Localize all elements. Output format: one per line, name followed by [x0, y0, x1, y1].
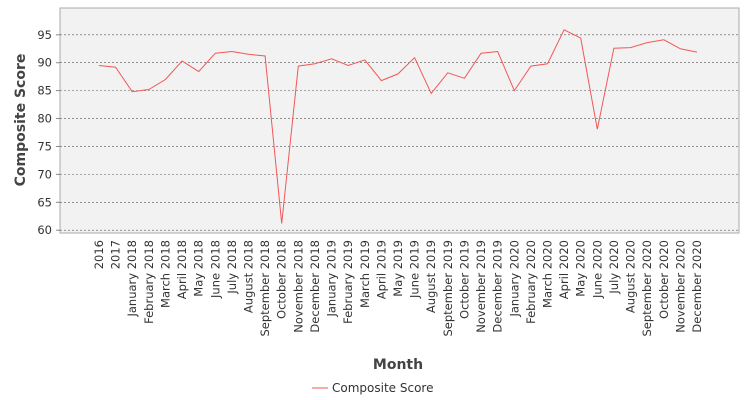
- x-tick-label: August 2020: [624, 240, 638, 313]
- x-tick-label: January 2018: [125, 240, 139, 318]
- x-tick-label: October 2018: [275, 240, 289, 319]
- x-tick-label: December 2018: [308, 240, 322, 333]
- x-tick-label: August 2019: [424, 240, 438, 313]
- y-tick-label: 75: [37, 139, 52, 153]
- x-tick-label: March 2018: [158, 240, 172, 308]
- x-tick-label: April 2018: [175, 240, 189, 299]
- x-tick-label: December 2019: [491, 240, 505, 333]
- x-tick-label: June 2020: [590, 240, 604, 299]
- x-tick-label: August 2018: [242, 240, 256, 313]
- x-tick-label: July 2020: [607, 240, 621, 295]
- x-tick-label: September 2020: [640, 240, 654, 337]
- plot-area: [59, 7, 740, 234]
- x-tick-label: September 2019: [441, 240, 455, 337]
- x-tick-label: October 2020: [657, 240, 671, 319]
- y-tick-label: 80: [37, 112, 52, 126]
- legend-label: Composite Score: [332, 381, 433, 395]
- y-tick-label: 95: [37, 28, 52, 42]
- x-tick-label: November 2018: [291, 240, 305, 333]
- x-tick-label: 2016: [92, 240, 106, 269]
- x-tick-label: March 2020: [541, 240, 555, 308]
- y-tick-label: 60: [37, 223, 52, 237]
- x-tick-label: May 2019: [391, 240, 405, 297]
- x-tick-label: May 2020: [574, 240, 588, 297]
- x-axis-title: Month: [373, 357, 423, 373]
- x-tick-label: January 2020: [507, 240, 521, 318]
- x-tick-label: April 2019: [374, 240, 388, 299]
- y-tick-label: 70: [37, 167, 52, 181]
- line-series: [98, 29, 698, 224]
- x-tick-label: November 2020: [673, 240, 687, 333]
- y-tick-label: 65: [37, 195, 52, 209]
- y-tick-label: 90: [37, 56, 52, 70]
- x-tick-label: June 2018: [208, 240, 222, 299]
- x-tick-label: May 2018: [192, 240, 206, 297]
- x-tick-label: December 2020: [690, 240, 704, 333]
- x-tick-label: February 2020: [524, 240, 538, 324]
- x-tick-label: July 2018: [225, 240, 239, 295]
- x-tick-label: February 2018: [142, 240, 156, 324]
- x-tick-label: March 2019: [358, 240, 372, 308]
- x-tick-label: September 2018: [258, 240, 272, 337]
- x-tick-label: October 2019: [457, 240, 471, 319]
- x-tick-label: February 2019: [341, 240, 355, 324]
- x-tick-label: April 2020: [557, 240, 571, 299]
- y-axis-title: Composite Score: [13, 54, 29, 187]
- y-tick-label: 85: [37, 84, 52, 98]
- x-tick-label: 2017: [109, 240, 123, 269]
- x-tick-label: November 2019: [474, 240, 488, 333]
- x-tick-label: January 2019: [325, 240, 339, 318]
- x-tick-label: June 2019: [408, 240, 422, 299]
